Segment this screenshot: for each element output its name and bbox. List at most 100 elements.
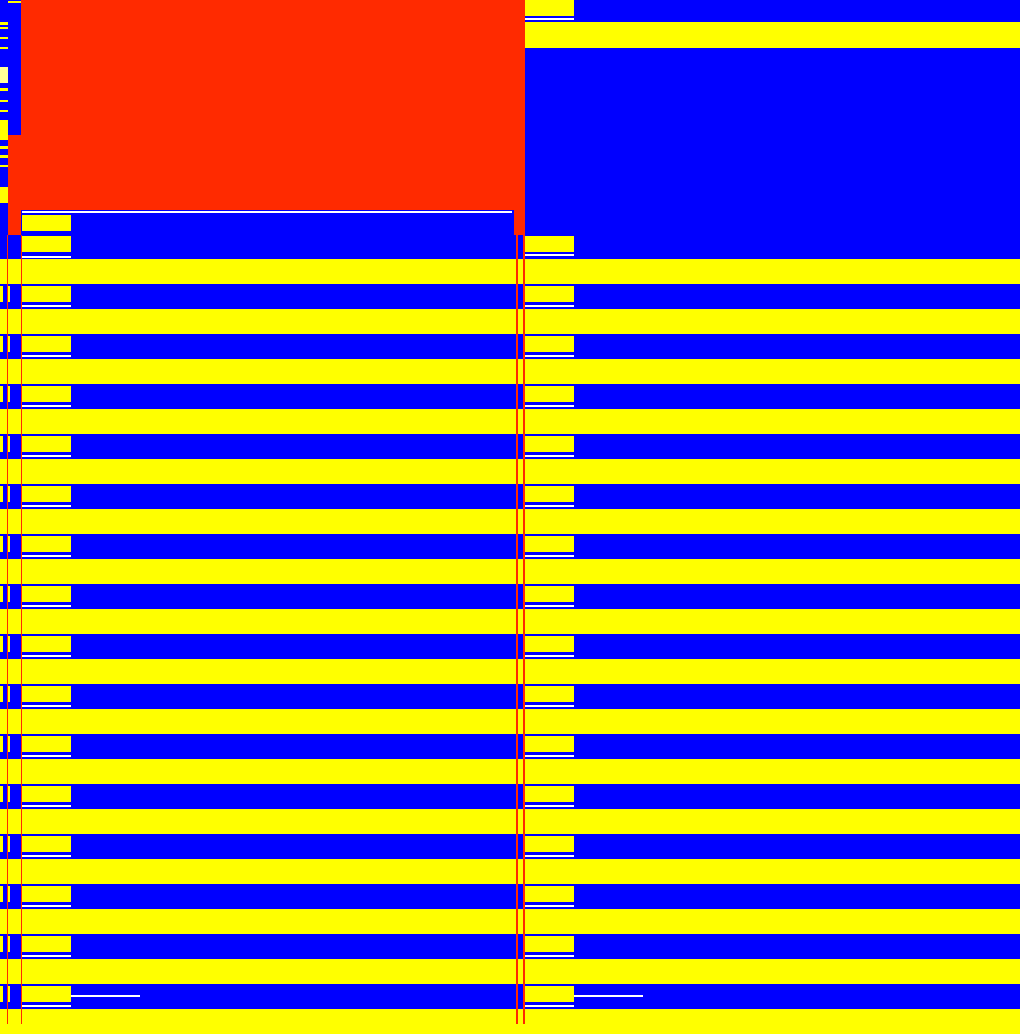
left-column-mark <box>0 88 8 91</box>
row-white-line <box>525 355 574 357</box>
left-yellow-mark <box>8 786 10 802</box>
left-yellow-mark <box>8 336 10 352</box>
left-yellow-mark <box>0 636 3 652</box>
red-vertical-line <box>523 210 525 1024</box>
row-white-line <box>22 455 71 457</box>
row-white-line <box>22 405 71 407</box>
top-right-white-line <box>525 18 574 20</box>
row-white-line <box>525 605 574 607</box>
red-vertical-line <box>21 235 22 1024</box>
left-yellow-mark <box>8 586 10 602</box>
row-yellow-box <box>525 486 574 502</box>
row-white-line <box>22 355 71 357</box>
red-notch <box>514 210 525 235</box>
top-right-yellow-box <box>525 0 574 16</box>
row-yellow-box <box>525 586 574 602</box>
left-column-mark <box>0 22 8 25</box>
row-yellow-box <box>22 786 71 802</box>
row-yellow-box <box>525 736 574 752</box>
row-yellow-box <box>22 986 71 1002</box>
row-yellow-box <box>22 536 71 552</box>
left-yellow-mark <box>0 336 3 352</box>
row-white-line <box>525 305 574 307</box>
row-white-line <box>525 455 574 457</box>
row-yellow-box <box>525 786 574 802</box>
left-yellow-mark <box>0 386 3 402</box>
red-vertical-line <box>516 210 518 1024</box>
row-yellow-box <box>22 336 71 352</box>
left-yellow-mark <box>0 986 3 1002</box>
row-yellow-box <box>22 736 71 752</box>
yellow-band <box>0 759 1020 784</box>
bottom-white-line <box>574 995 643 997</box>
yellow-band <box>0 309 1020 334</box>
left-yellow-mark <box>0 786 3 802</box>
header-yellow-box <box>22 215 71 231</box>
left-yellow-mark <box>8 986 10 1002</box>
yellow-band <box>0 259 1020 284</box>
left-yellow-mark <box>8 536 10 552</box>
header-white-line <box>22 211 512 213</box>
left-column-mark <box>0 155 8 158</box>
left-yellow-mark <box>8 736 10 752</box>
left-yellow-mark <box>0 286 3 302</box>
row-yellow-box <box>22 836 71 852</box>
row-yellow-box <box>525 686 574 702</box>
left-yellow-mark <box>0 586 3 602</box>
left-yellow-mark <box>8 636 10 652</box>
top-right-yellow-band <box>525 22 1020 48</box>
left-yellow-mark <box>0 486 3 502</box>
row-white-line <box>525 905 574 907</box>
row-yellow-box <box>525 986 574 1002</box>
row-yellow-box <box>525 536 574 552</box>
row-white-line <box>22 805 71 807</box>
yellow-band <box>0 359 1020 384</box>
yellow-band <box>0 559 1020 584</box>
left-column-mark <box>0 47 8 49</box>
row-yellow-box <box>22 686 71 702</box>
red-panel <box>21 0 525 210</box>
row-white-line <box>22 705 71 707</box>
left-yellow-mark <box>8 936 10 952</box>
left-yellow-mark <box>8 486 10 502</box>
row-yellow-box <box>525 636 574 652</box>
left-top-yellow-line <box>8 1 21 3</box>
header-yellow-box <box>22 236 71 252</box>
yellow-band <box>0 409 1020 434</box>
row-yellow-box <box>22 886 71 902</box>
row-yellow-box <box>22 586 71 602</box>
left-column-mark <box>0 27 8 29</box>
row-yellow-box <box>22 486 71 502</box>
row-yellow-box <box>525 936 574 952</box>
row-white-line <box>525 555 574 557</box>
row-yellow-box <box>22 286 71 302</box>
left-yellow-mark <box>8 836 10 852</box>
left-blue-panel <box>8 0 21 135</box>
row-white-line <box>525 1005 574 1007</box>
red-left-extension <box>8 135 21 235</box>
row-yellow-box <box>22 936 71 952</box>
row-yellow-box <box>22 636 71 652</box>
yellow-band <box>0 509 1020 534</box>
left-column-mark <box>0 146 8 149</box>
left-column-mark <box>0 67 8 83</box>
row-white-line <box>525 955 574 957</box>
yellow-band <box>0 609 1020 634</box>
left-column-mark <box>0 187 8 203</box>
red-vertical-line <box>7 235 8 1024</box>
left-column-mark <box>0 100 8 102</box>
top-right-yellow-box <box>525 236 574 252</box>
left-yellow-mark <box>8 436 10 452</box>
yellow-band <box>0 859 1020 884</box>
bottom-white-line <box>71 995 140 997</box>
yellow-band <box>0 1009 1020 1034</box>
yellow-band <box>0 959 1020 984</box>
left-yellow-mark <box>0 886 3 902</box>
row-yellow-box <box>525 286 574 302</box>
row-white-line <box>525 655 574 657</box>
row-yellow-box <box>525 386 574 402</box>
row-yellow-box <box>22 436 71 452</box>
row-yellow-box <box>525 436 574 452</box>
left-yellow-mark <box>8 686 10 702</box>
row-yellow-box <box>525 836 574 852</box>
